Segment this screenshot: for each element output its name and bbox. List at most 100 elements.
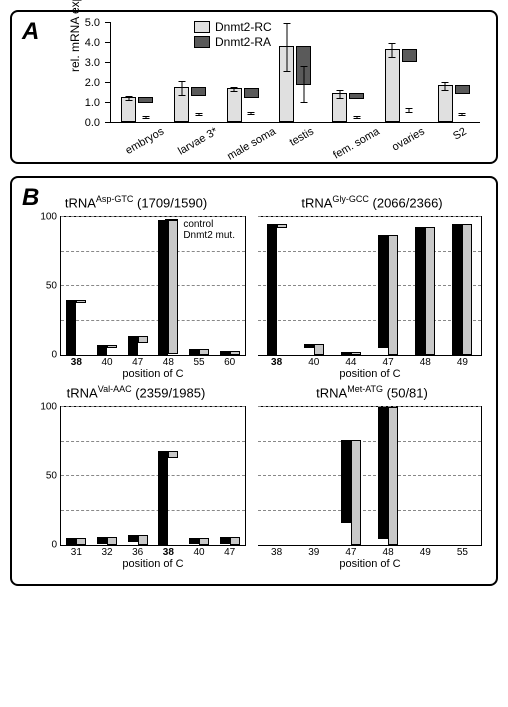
gridline [258,216,481,217]
subchart-ytick: 100 [35,402,57,413]
bar-wrap [455,85,470,122]
bar-control [128,535,138,542]
gridline [258,510,481,511]
bar-group: 48 [415,227,435,355]
error-bar [392,44,393,58]
panel-a-label: A [22,18,39,46]
bar [138,97,153,103]
subchart-title: tRNAMet-ATG (50/81) [254,384,490,400]
bar-mutant [388,407,398,545]
subchart-xlabel: 38 [271,545,282,558]
subchart-xlabel: 47 [383,355,394,368]
bar-wrap [227,88,242,122]
chart-a-ytick-label: 5.0 [85,17,100,29]
bar-group: 40 [304,344,324,355]
chart-a-ytick: 0.0 [105,122,110,123]
bar-wrap [191,87,206,122]
bar-group: 36 [128,535,148,545]
bar-group: 48 [378,407,398,545]
bar-wrap [121,97,136,122]
gridline [61,441,245,442]
legend-label: control [183,219,213,230]
chart-a-ytick: 4.0 [105,42,110,43]
subchart-plot: 050100controlDnmt2 mut.384047485560 [60,216,246,356]
chart-a-ytick: 3.0 [105,62,110,63]
title-sup: Val-AAC [98,384,132,394]
bar [349,93,364,99]
subchart-xlabel: 47 [132,355,143,368]
title-pre: tRNA [67,385,98,400]
chart-a-xlabel: S2 [449,122,469,143]
title-suffix: (50/81) [383,385,428,400]
bar-control [304,344,314,348]
error-cap [142,118,149,119]
subchart-xlabel: 38 [271,355,282,368]
bar-control [415,227,425,355]
bar-group: 40 [97,345,117,355]
bar-mutant [314,344,324,355]
chart-a-group: S2 [434,85,474,122]
bar-group: 48 [158,220,178,355]
bar-control [158,451,168,545]
gridline [258,406,481,407]
chart-a-ytick-label: 0.0 [85,117,100,129]
gridline [61,251,245,252]
bar-control [158,220,168,355]
subchart-title: tRNAAsp-GTC (1709/1590) [18,194,254,210]
gridline [61,320,245,321]
bar-group: 47 [220,537,240,545]
gridline [61,475,245,476]
error-cap [389,57,396,58]
chart-a-ytick-label: 2.0 [85,77,100,89]
subchart-xlabel: 36 [132,545,143,558]
bar-control [378,235,388,348]
bar-wrap [332,93,347,122]
subchart-plot: 383947484955 [258,406,482,546]
bar-wrap [279,46,294,122]
bar-group: 47 [378,235,398,355]
subchart: tRNAGly-GCC (2066/2366)384044474849posit… [254,194,490,384]
chart-a-ytick-label: 4.0 [85,37,100,49]
subchart-xlabel: 39 [308,545,319,558]
subchart-xlabel: 38 [71,355,82,368]
subchart-xlabel: 49 [420,545,431,558]
bar-wrap [385,49,400,122]
title-sup: Met-ATG [347,384,383,394]
bar-control [378,407,388,539]
bar-mutant [76,300,86,303]
error-bar [286,24,287,72]
bar [244,88,259,98]
bar-group: 40 [189,538,209,545]
subchart-ytick: 50 [35,471,57,482]
bar-wrap [349,93,364,122]
error-cap [300,102,307,103]
bar-control [220,537,230,544]
bar-mutant [138,535,148,545]
error-cap [459,115,466,116]
chart-a-group: testis [275,46,315,122]
bar-group: 38 [66,300,86,355]
bar-mutant [76,538,86,545]
panel-b-grid: tRNAAsp-GTC (1709/1590)5mC methylation [… [18,194,490,574]
subchart-xlabel: 60 [224,355,235,368]
subchart-xlabel: 40 [308,355,319,368]
bar-control [452,224,462,355]
title-suffix: (2359/1985) [132,385,206,400]
error-cap [195,113,202,114]
bar-control [341,440,351,523]
subchart-plot: 050100313236384047 [60,406,246,546]
chart-a-xlabel: larvae 3* [174,122,220,158]
bar-group: 55 [189,349,209,355]
gridline [61,285,245,286]
subchart-xaxis-label: position of C [258,558,482,570]
bar-group: 47 [341,440,361,545]
gridline [258,251,481,252]
bar-mutant [388,235,398,355]
bar-control [267,224,277,355]
subchart-xlabel: 40 [101,355,112,368]
error-cap [231,87,238,88]
subchart-xlabel: 44 [345,355,356,368]
error-cap [336,90,343,91]
error-cap [442,90,449,91]
error-cap [178,81,185,82]
